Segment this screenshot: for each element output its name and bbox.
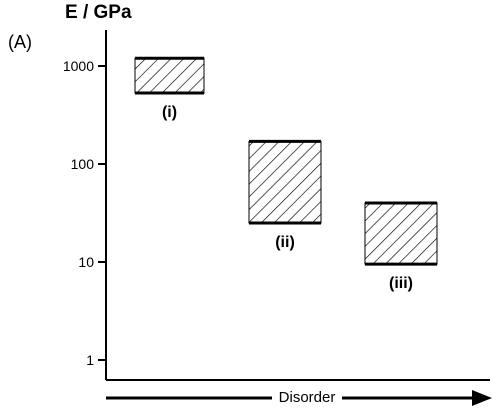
panel-label: (A) xyxy=(8,32,32,52)
y-tick-label: 10 xyxy=(78,254,94,270)
range-bar-2 xyxy=(248,140,322,224)
disorder-arrow xyxy=(106,390,492,406)
x-axis-label: Disorder xyxy=(279,389,336,406)
bars: (i) (ii) (iii) xyxy=(134,56,438,292)
y-axis-label: E / GPa xyxy=(65,2,132,23)
range-bar-3 xyxy=(364,202,438,265)
bar-label: (iii) xyxy=(389,275,413,292)
y-tick-label: 1000 xyxy=(63,58,94,74)
bar-label: (ii) xyxy=(275,234,295,251)
bar-label: (i) xyxy=(162,104,177,121)
y-tick-label: 100 xyxy=(71,156,95,172)
y-tick-label: 1 xyxy=(86,352,94,368)
range-bar-1 xyxy=(134,57,205,94)
y-ticks: 1 10 100 1000 xyxy=(63,58,106,368)
